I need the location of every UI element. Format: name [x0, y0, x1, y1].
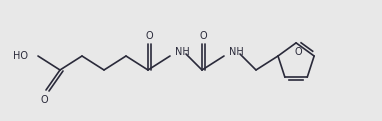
Text: O: O — [145, 31, 153, 41]
Text: HO: HO — [13, 51, 28, 61]
Text: O: O — [294, 47, 302, 57]
Text: O: O — [199, 31, 207, 41]
Text: NH: NH — [228, 47, 243, 57]
Text: O: O — [40, 95, 48, 105]
Text: NH: NH — [175, 47, 189, 57]
